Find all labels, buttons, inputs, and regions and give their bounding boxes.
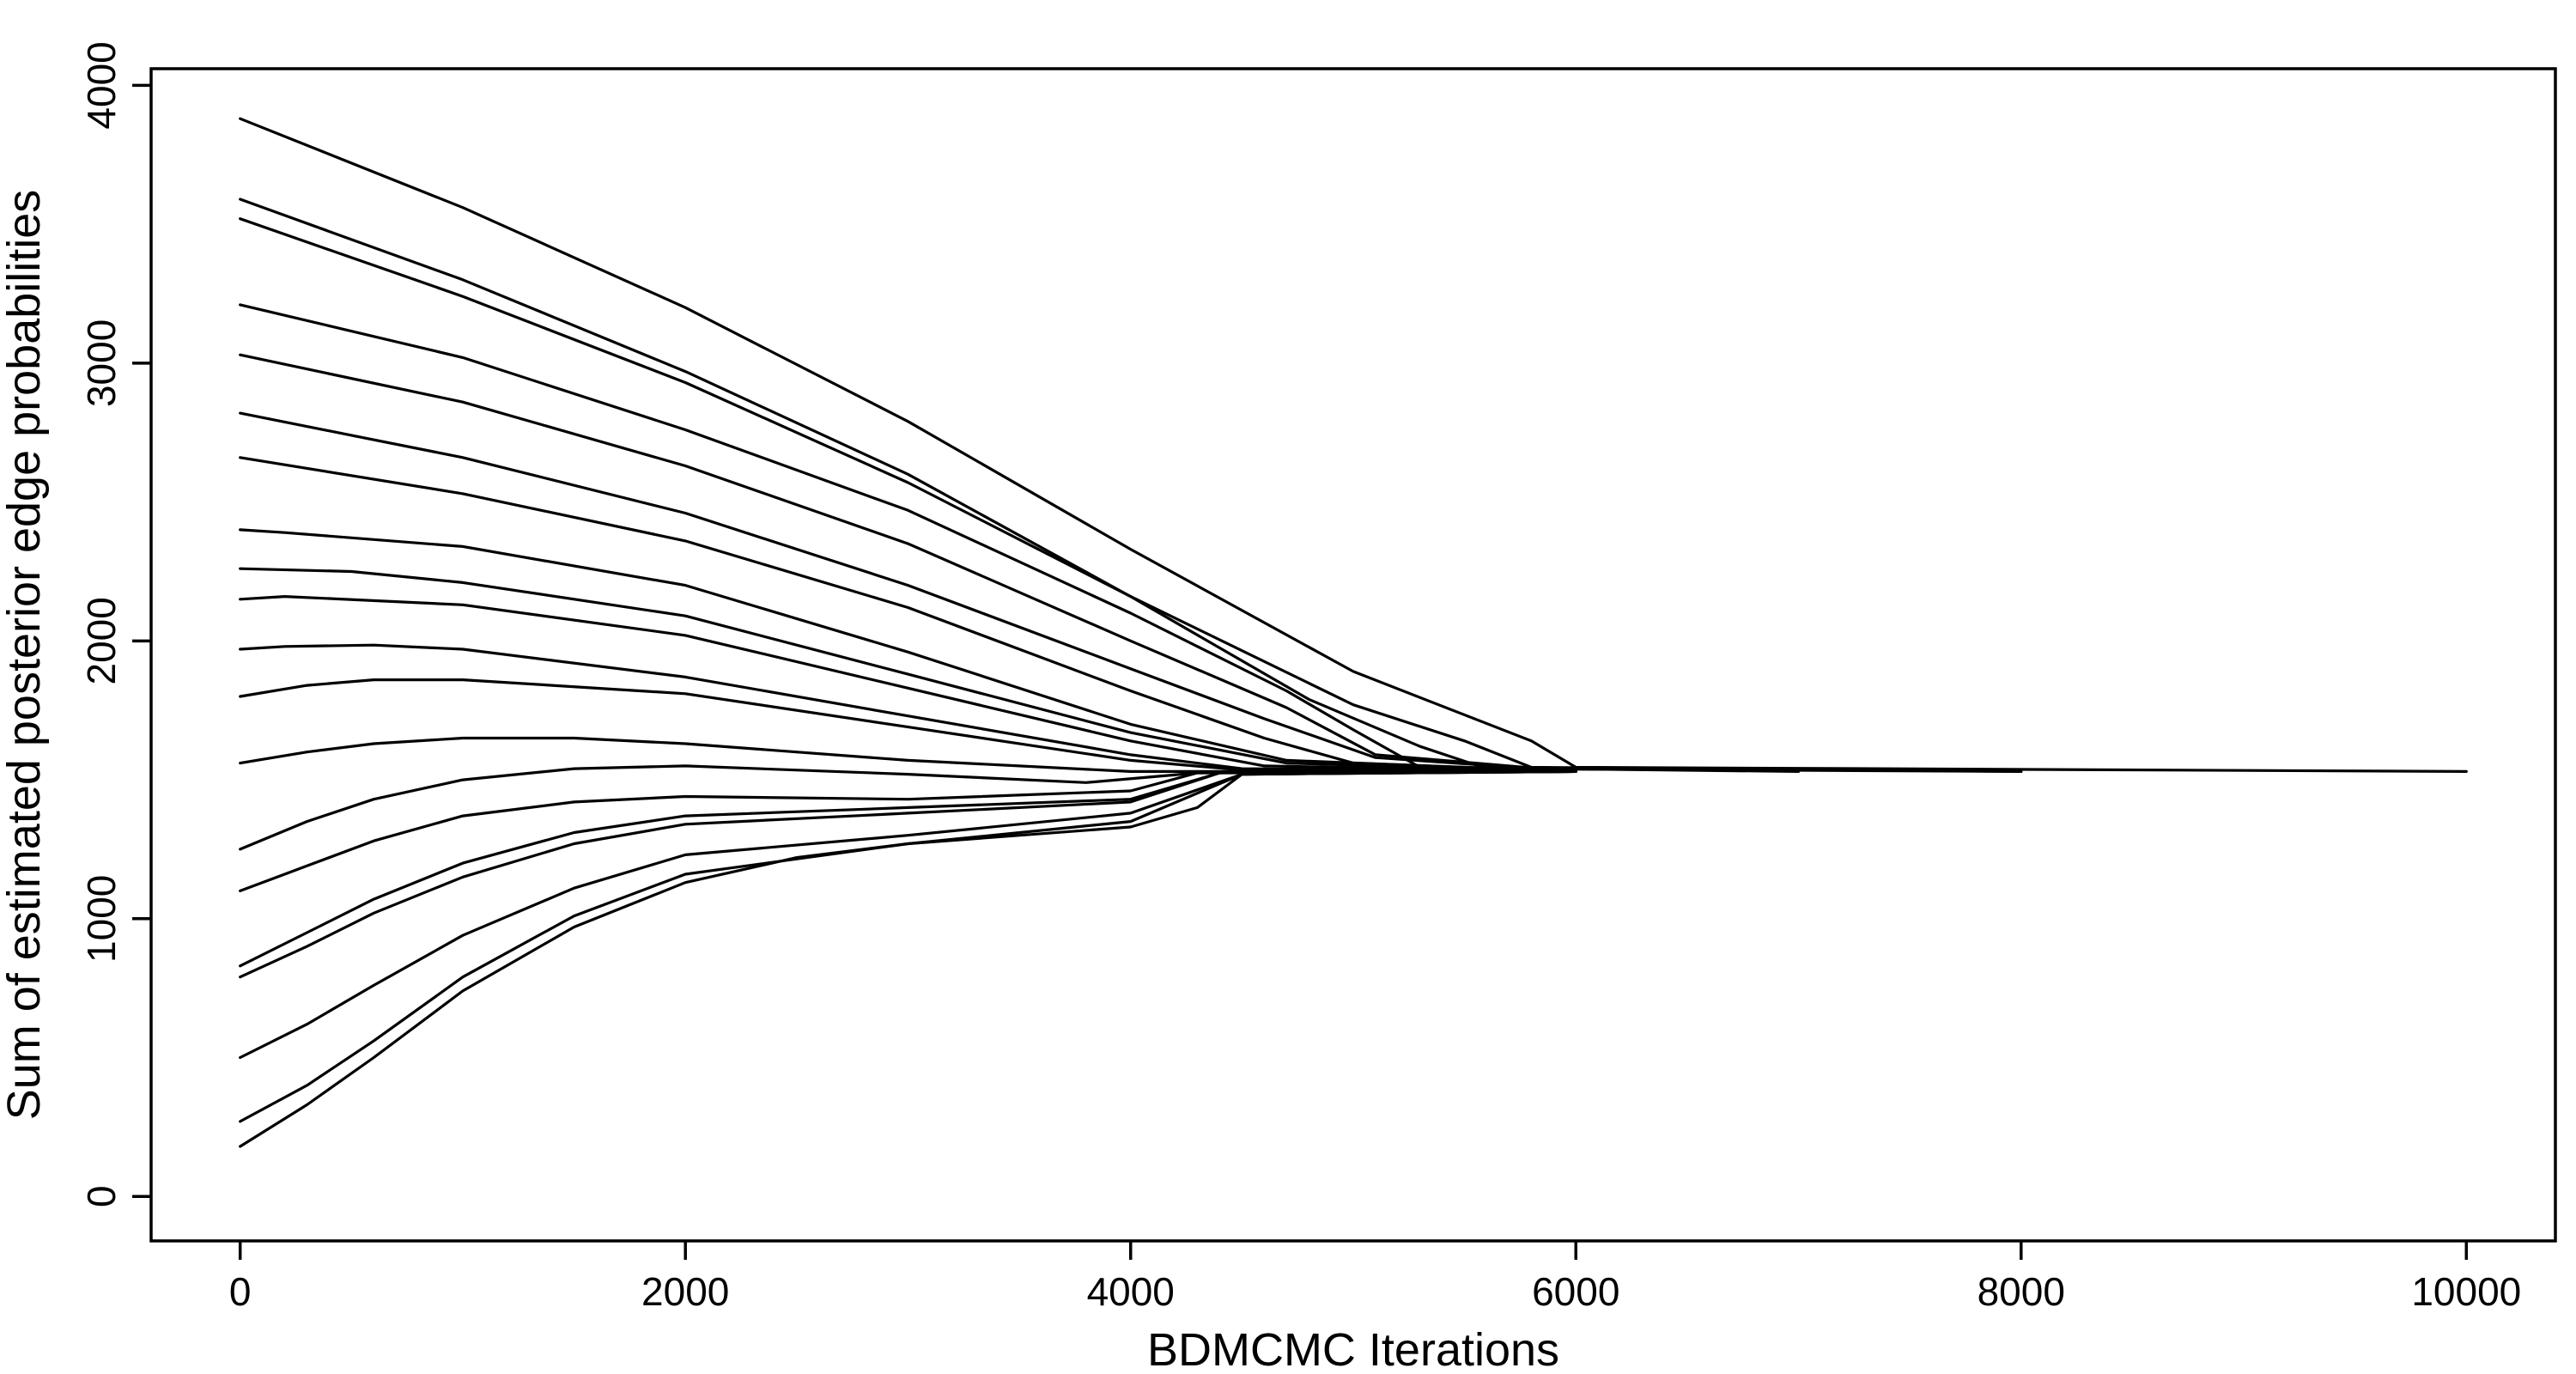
y-tick-label: 4000 bbox=[79, 41, 124, 129]
series-line-19 bbox=[239, 769, 1577, 1123]
series-line-4 bbox=[239, 303, 1801, 773]
y-axis-title: Sum of estimated posterior edge probabil… bbox=[0, 190, 50, 1121]
series-line-2 bbox=[239, 198, 2023, 773]
series-line-16 bbox=[239, 769, 1577, 968]
series-line-20 bbox=[239, 769, 1577, 1148]
series-line-12 bbox=[239, 678, 1577, 773]
x-tick-label: 0 bbox=[229, 1269, 252, 1314]
y-tick-label: 0 bbox=[79, 1185, 124, 1207]
series-line-9 bbox=[239, 567, 1577, 773]
x-tick-label: 10000 bbox=[2411, 1269, 2521, 1314]
x-tick-label: 8000 bbox=[1978, 1269, 2065, 1314]
series-line-10 bbox=[239, 595, 1577, 773]
y-tick-label: 1000 bbox=[79, 875, 124, 963]
series-line-17 bbox=[239, 769, 1577, 979]
series-line-8 bbox=[239, 528, 1577, 773]
y-tick-label: 2000 bbox=[79, 597, 124, 684]
series-line-6 bbox=[239, 411, 1577, 773]
x-axis: 0 2000 4000 6000 8000 10000 bbox=[229, 1241, 2521, 1314]
plot-frame bbox=[149, 67, 2557, 1243]
series-line-13 bbox=[239, 736, 1577, 773]
y-axis: 0 1000 2000 3000 4000 bbox=[79, 41, 151, 1207]
series-line-7 bbox=[239, 456, 1577, 773]
series-line-5 bbox=[239, 353, 1577, 773]
x-tick-label: 2000 bbox=[641, 1269, 729, 1314]
series-group bbox=[239, 117, 2468, 1148]
series-line-15 bbox=[239, 769, 1577, 892]
x-axis-title: BDMCMC Iterations bbox=[1147, 1324, 1559, 1374]
series-line-3 bbox=[239, 217, 2023, 773]
series-line-14 bbox=[239, 764, 1577, 851]
series-line-18 bbox=[239, 769, 1577, 1060]
series-line-1 bbox=[239, 117, 2468, 773]
y-tick-label: 3000 bbox=[79, 319, 124, 407]
series-line-11 bbox=[239, 643, 1577, 773]
x-tick-label: 4000 bbox=[1087, 1269, 1175, 1314]
x-tick-label: 6000 bbox=[1532, 1269, 1619, 1314]
